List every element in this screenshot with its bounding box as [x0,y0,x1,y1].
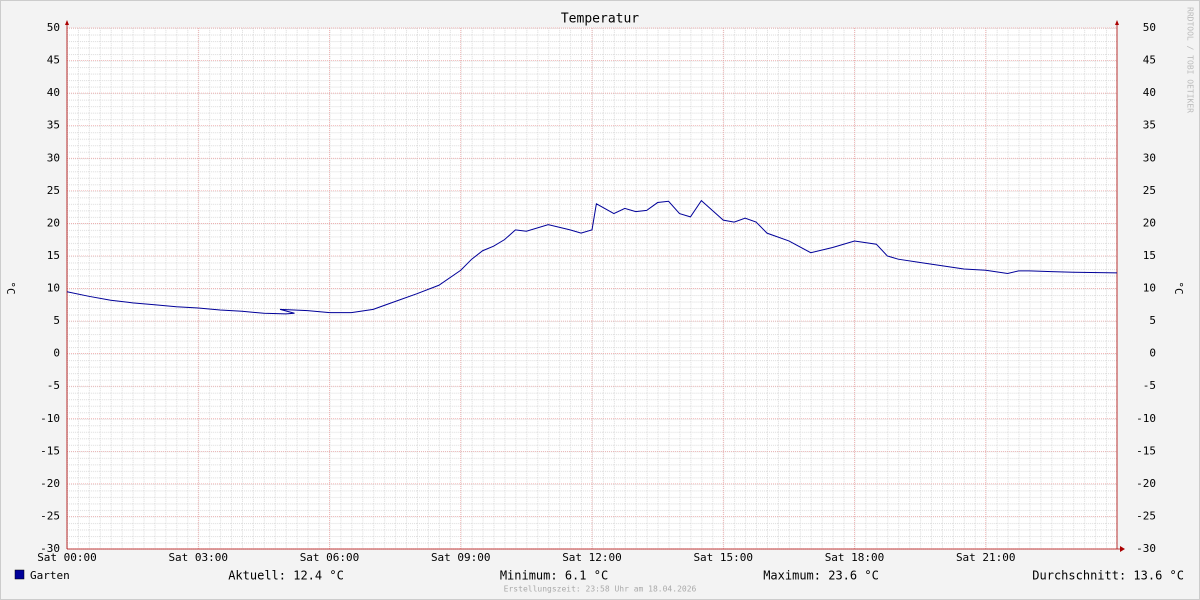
y2-tick-label: 15 [1143,249,1156,262]
y-tick-label: -25 [40,509,60,522]
y2-tick-label: 45 [1143,54,1156,67]
y-tick-label: -30 [40,542,60,555]
y2-tick-label: 10 [1143,282,1156,295]
y2-tick-label: -20 [1136,477,1156,490]
stat: Durchschnitt: 13.6 °C [1032,569,1184,583]
y-tick-label: 15 [47,249,60,262]
legend-swatch [14,569,25,580]
y-tick-label: 10 [47,282,60,295]
y-tick-label: -5 [47,379,60,392]
y2-axis-label: °C [1172,281,1185,294]
y2-tick-label: 40 [1143,86,1156,99]
x-tick-label: Sat 12:00 [562,551,622,564]
y-axis-label: °C [4,281,17,294]
legend-label: Garten [30,569,70,582]
x-tick-label: Sat 00:00 [37,551,97,564]
y-tick-label: 45 [47,54,60,67]
footer: Erstellungszeit: 23:58 Uhr am 18.04.2026 [504,585,697,594]
stat: Maximum: 23.6 °C [763,569,879,583]
watermark: RRDTOOL / TOBI OETIKER [1186,7,1195,113]
y2-tick-label: 30 [1143,151,1156,164]
y-tick-label: 30 [47,151,60,164]
y-tick-label: 50 [47,21,60,34]
y-tick-label: 5 [53,314,60,327]
y-tick-label: -20 [40,477,60,490]
chart-title: Temperatur [561,12,639,27]
y2-tick-label: 25 [1143,184,1156,197]
y2-tick-label: -10 [1136,412,1156,425]
x-tick-label: Sat 21:00 [956,551,1016,564]
legend: Garten Aktuell: 12.4 °C Minimum: 6.1 °C … [14,569,1184,583]
x-tick-label: Sat 06:00 [300,551,360,564]
y-tick-label: -10 [40,412,60,425]
axis [66,22,1121,550]
y2-tick-label: 0 [1149,347,1156,360]
y2-tick-label: 35 [1143,119,1156,132]
y-tick-label: 0 [53,347,60,360]
x-tick-label: Sat 09:00 [431,551,491,564]
data-line [66,199,1118,315]
y-tick-label: 25 [47,184,60,197]
y2-tick-label: 50 [1143,21,1156,34]
x-tick-label: Sat 15:00 [693,551,753,564]
y-tick-label: 35 [47,119,60,132]
x-tick-label: Sat 03:00 [168,551,228,564]
y-tick-label: -15 [40,444,60,457]
y2-tick-label: -25 [1136,509,1156,522]
y2-tick-label: -15 [1136,444,1156,457]
stat: Minimum: 6.1 °C [500,569,608,583]
y2-tick-label: -30 [1136,542,1156,555]
y-tick-label: 40 [47,86,60,99]
x-tick-label: Sat 18:00 [825,551,885,564]
stat: Aktuell: 12.4 °C [228,569,344,583]
y2-tick-label: 20 [1143,216,1156,229]
y2-tick-label: -5 [1143,379,1156,392]
y-tick-label: 20 [47,216,60,229]
y2-tick-label: 5 [1149,314,1156,327]
